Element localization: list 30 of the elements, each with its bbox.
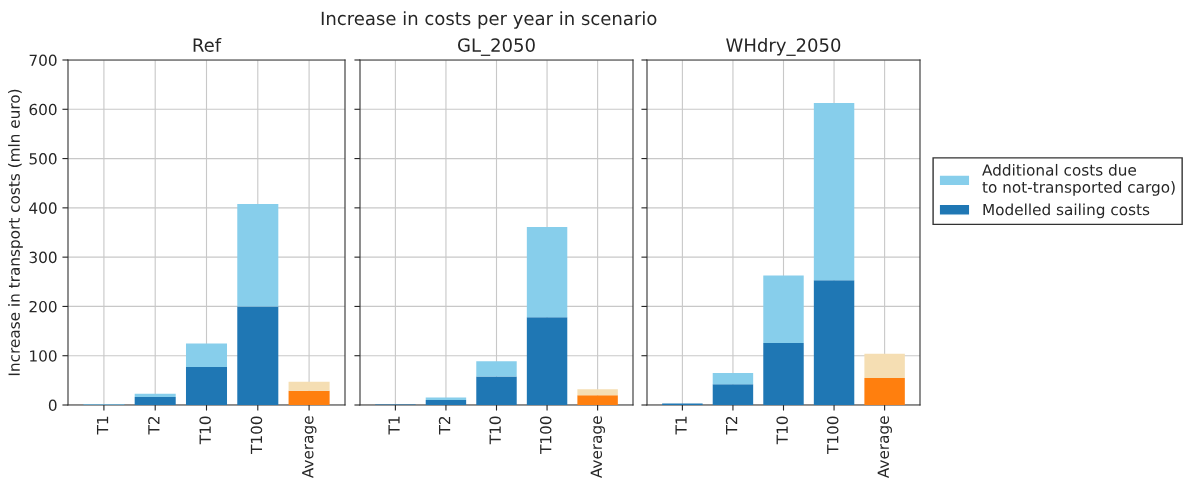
y-tick-label: 100: [30, 350, 57, 362]
x-tick-label: T2: [148, 416, 160, 435]
x-tick-label: T1: [96, 416, 109, 435]
y-tick-label: 700: [29, 54, 57, 67]
x-tick-label: Average: [877, 416, 892, 479]
x-tick-label: T1: [388, 416, 400, 435]
legend-label: Additional costs due to not-transported cargo): [982, 163, 1175, 196]
y-tick-label: 0: [48, 399, 57, 412]
x-tick-label: T100: [250, 416, 263, 454]
y-tick-label: 200: [29, 300, 57, 313]
x-tick-label: T1: [675, 416, 687, 435]
x-tick-label: T2: [438, 416, 451, 435]
legend-label: Modelled sailing costs: [983, 203, 1150, 219]
chart-title: GL_2050: [458, 38, 535, 56]
text: Increase in costs per year in scenario: [321, 11, 657, 29]
y-tick-label: 400: [29, 202, 57, 214]
x-tick-label: T10: [776, 416, 788, 445]
y-tick-label: 600: [29, 103, 57, 116]
chart-title: WHdry_2050: [726, 37, 841, 56]
y-tick-label: 500: [29, 153, 57, 165]
x-tick-label: T100: [826, 416, 839, 454]
x-tick-label: T2: [725, 416, 738, 435]
x-tick-label: Average: [302, 416, 317, 479]
x-tick-label: T10: [489, 416, 501, 445]
y-axis-title: Increase in transport costs (mln euro): [8, 89, 23, 376]
y-tick-label: 300: [29, 251, 57, 264]
x-tick-label: Average: [590, 416, 605, 479]
x-tick-label: T10: [199, 416, 211, 445]
x-tick-label: T100: [539, 416, 552, 454]
chart-title: Ref: [193, 37, 222, 52]
